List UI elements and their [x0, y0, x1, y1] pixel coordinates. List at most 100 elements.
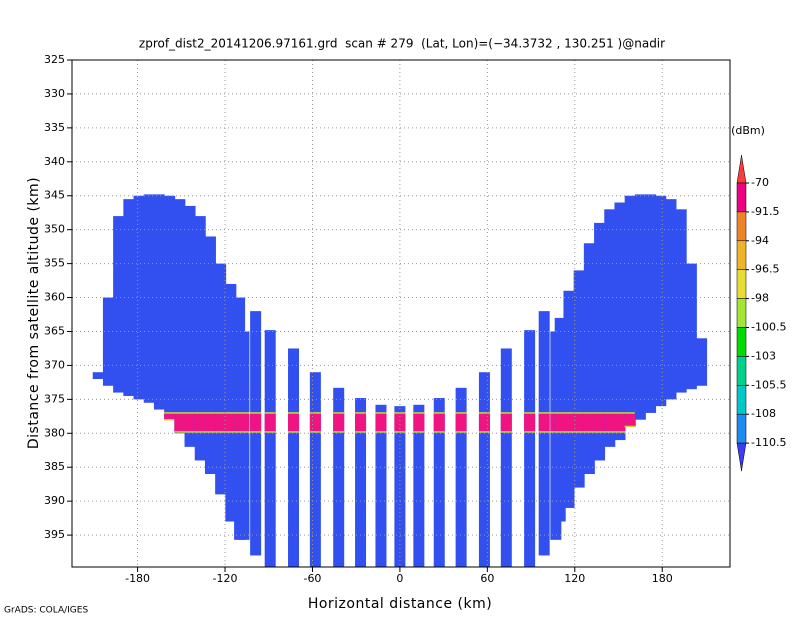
colorbar-cap — [736, 154, 747, 184]
data-column — [675, 209, 687, 393]
x-tick-label: -180 — [125, 572, 150, 585]
y-tick-label: 350 — [44, 223, 65, 236]
y-tick-label: 330 — [44, 87, 65, 100]
y-tick-label: 335 — [44, 121, 65, 134]
y-tick-label: 390 — [44, 494, 65, 507]
x-tick-label: -120 — [213, 572, 238, 585]
data-column — [264, 330, 276, 567]
data-column — [433, 398, 445, 567]
footer: GrADS: COLA/IGES — [4, 606, 88, 616]
data-column — [375, 404, 387, 567]
bright-band — [624, 412, 636, 427]
data-column — [288, 348, 300, 567]
bright-band — [478, 412, 490, 432]
data-column — [133, 195, 145, 400]
bright-band — [394, 412, 406, 432]
colorbar-box — [736, 356, 747, 386]
bright-band — [225, 412, 237, 432]
data-column — [238, 331, 250, 540]
data-column — [604, 209, 616, 447]
bright-band — [594, 412, 606, 432]
bright-band — [184, 412, 196, 432]
data-column — [524, 330, 536, 567]
y-tick-label: 340 — [44, 155, 65, 168]
bright-band — [455, 412, 467, 432]
colorbar-box — [736, 385, 747, 415]
x-tick-label: -60 — [303, 572, 321, 585]
data-column — [696, 338, 708, 386]
y-tick-label: 385 — [44, 460, 65, 473]
y-tick-label: 345 — [44, 189, 65, 202]
data-column — [113, 216, 125, 393]
data-column — [225, 283, 237, 522]
data-column — [500, 348, 512, 567]
bright-band — [563, 412, 575, 432]
x-tick-label: 180 — [652, 572, 673, 585]
bright-band — [250, 412, 262, 432]
colorbar-label: -96.5 — [751, 263, 779, 276]
bright-band — [355, 412, 367, 432]
chart-title: zprof_dist2_20141206.97161.grd scan # 27… — [139, 37, 665, 51]
y-tick-label: 395 — [44, 528, 65, 541]
data-column — [634, 194, 646, 420]
data-column — [665, 199, 677, 400]
data-column — [194, 216, 206, 461]
colorbar-box — [736, 182, 747, 213]
colorbar-box — [736, 240, 747, 270]
colorbar-cap — [736, 442, 747, 472]
bright-band — [309, 412, 321, 432]
colorbar-label: -103 — [751, 349, 776, 362]
bright-band — [174, 412, 186, 432]
data-column — [333, 387, 345, 567]
bright-band — [264, 412, 276, 432]
bright-band — [614, 412, 626, 432]
colorbar-label: -108 — [751, 407, 776, 420]
bright-band — [204, 412, 216, 432]
bright-band — [433, 412, 445, 432]
bright-band — [524, 412, 536, 432]
bright-band — [538, 412, 550, 432]
bright-band — [333, 412, 345, 432]
x-tick-label: 120 — [564, 572, 585, 585]
bright-band — [583, 412, 595, 432]
y-tick-label: 370 — [44, 358, 65, 371]
y-tick-label: 360 — [44, 291, 65, 304]
data-column — [250, 311, 262, 556]
y-axis-label: Distance from satellite altitude (km) — [26, 177, 42, 449]
data-column — [215, 263, 227, 495]
bright-band — [215, 412, 227, 432]
bright-band — [604, 412, 616, 432]
bright-band — [194, 412, 206, 432]
data-column — [153, 194, 165, 410]
colorbar-box — [736, 298, 747, 328]
data-column — [655, 195, 667, 407]
data-column — [174, 199, 186, 434]
bright-band — [288, 412, 300, 432]
colorbar-label: -110.5 — [751, 436, 786, 449]
data-column — [478, 372, 490, 567]
colorbar-label: -94 — [751, 234, 769, 247]
y-tick-label: 375 — [44, 392, 65, 405]
data-column — [309, 372, 321, 567]
y-tick-label: 365 — [44, 324, 65, 337]
colorbar-box — [736, 211, 747, 242]
colorbar-box — [736, 327, 747, 357]
colorbar-label: -70 — [751, 176, 769, 189]
x-axis-label: Horizontal distance (km) — [308, 596, 492, 612]
data-column — [102, 297, 114, 386]
x-tick-label: 0 — [396, 572, 403, 585]
data-column — [394, 406, 406, 567]
data-column — [184, 205, 196, 447]
colorbar-label: -105.5 — [751, 378, 786, 391]
data-column — [455, 387, 467, 567]
bright-band — [375, 412, 387, 432]
y-tick-label: 355 — [44, 257, 65, 270]
bright-band — [573, 412, 585, 432]
data-column — [594, 222, 606, 461]
data-column — [413, 404, 425, 567]
bright-band — [238, 412, 250, 432]
bright-band — [554, 412, 566, 432]
bright-band — [164, 412, 176, 420]
colorbar-box — [736, 413, 747, 444]
